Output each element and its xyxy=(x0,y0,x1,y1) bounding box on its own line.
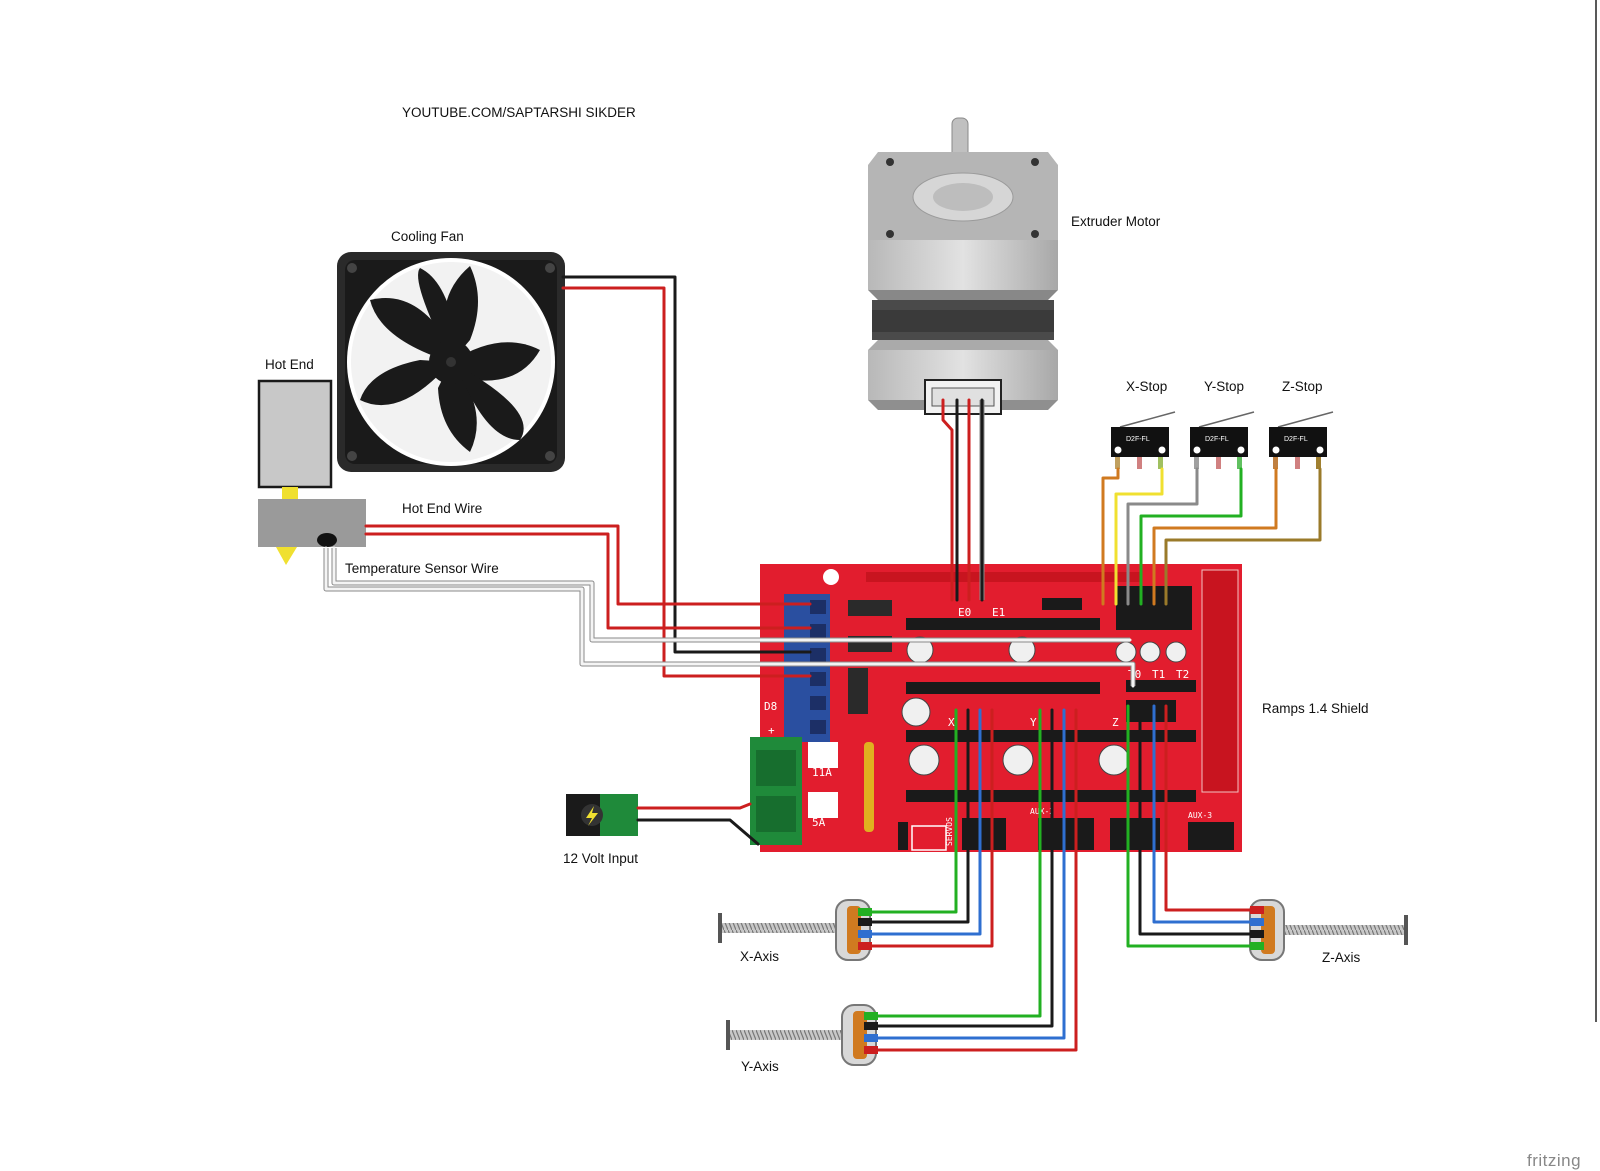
ramps-shield: E0 E1 X Y Z T0 T1 T2 D8 + 11A 5A AUX-2 A… xyxy=(750,564,1369,852)
svg-text:E0: E0 xyxy=(958,606,971,619)
svg-text:X: X xyxy=(948,716,955,729)
temperature-sensor-wire-label: Temperature Sensor Wire xyxy=(345,561,499,576)
svg-text:E1: E1 xyxy=(992,606,1005,619)
hot-end: Hot End xyxy=(257,357,366,565)
x-endstop-switch: D2F-FL xyxy=(1111,411,1176,469)
hot-end-wire-label: Hot End Wire xyxy=(402,501,482,516)
extruder-motor-label: Extruder Motor xyxy=(1071,214,1161,229)
z-stop-label: Z-Stop xyxy=(1282,379,1323,394)
svg-text:Z: Z xyxy=(1112,716,1119,729)
svg-text:T2: T2 xyxy=(1176,668,1189,681)
svg-text:Y: Y xyxy=(1030,716,1037,729)
svg-text:T1: T1 xyxy=(1152,668,1165,681)
capacitors xyxy=(901,636,1187,776)
svg-text:D2F-FL: D2F-FL xyxy=(1126,436,1150,443)
wires: Hot End Wire Temperature Sensor Wire xyxy=(323,275,1322,1052)
fan-blades xyxy=(360,266,540,452)
cooling-fan-label: Cooling Fan xyxy=(391,229,464,244)
y-axis-label: Y-Axis xyxy=(741,1059,779,1074)
z-endstop-switch: D2F-FL xyxy=(1269,411,1334,469)
svg-text:AUX-3: AUX-3 xyxy=(1188,811,1212,820)
extruder-motor: Extruder Motor xyxy=(868,117,1161,415)
z-axis-label: Z-Axis xyxy=(1322,950,1360,965)
cooling-fan: Cooling Fan xyxy=(337,229,565,472)
svg-text:AUX-2: AUX-2 xyxy=(1030,807,1054,816)
svg-text:5A: 5A xyxy=(812,816,826,829)
source-credit: YOUTUBE.COM/SAPTARSHI SIKDER xyxy=(402,105,636,120)
y-axis-motor: Y-Axis xyxy=(726,1004,877,1074)
svg-text:D2F-FL: D2F-FL xyxy=(1284,436,1308,443)
power-output-terminals xyxy=(784,594,830,742)
y-stop-label: Y-Stop xyxy=(1204,379,1244,394)
twelve-volt-input: 12 Volt Input xyxy=(563,794,638,866)
top-header-pins xyxy=(866,572,1142,582)
svg-text:D2F-FL: D2F-FL xyxy=(1205,436,1229,443)
hot-end-label: Hot End xyxy=(265,357,314,372)
x-stop-label: X-Stop xyxy=(1126,379,1167,394)
twelve-volt-input-label: 12 Volt Input xyxy=(563,851,638,866)
svg-text:D8: D8 xyxy=(764,700,777,713)
right-header xyxy=(1201,569,1239,793)
endstops: X-Stop Y-Stop Z-Stop D2F-FL D2F-FL D xyxy=(1111,379,1334,469)
x-axis-label: X-Axis xyxy=(740,949,779,964)
y-endstop-switch: D2F-FL xyxy=(1190,411,1255,469)
z-axis-motor: Z-Axis xyxy=(1249,899,1408,965)
x-axis-motor: X-Axis xyxy=(718,899,871,964)
svg-text:11A: 11A xyxy=(812,766,832,779)
fritzing-watermark: fritzing xyxy=(1527,1151,1581,1170)
svg-text:+: + xyxy=(768,724,775,737)
motor-wire-tips xyxy=(858,906,1264,1054)
svg-text:SERVOS: SERVOS xyxy=(945,817,954,846)
ramps-shield-label: Ramps 1.4 Shield xyxy=(1262,701,1369,716)
